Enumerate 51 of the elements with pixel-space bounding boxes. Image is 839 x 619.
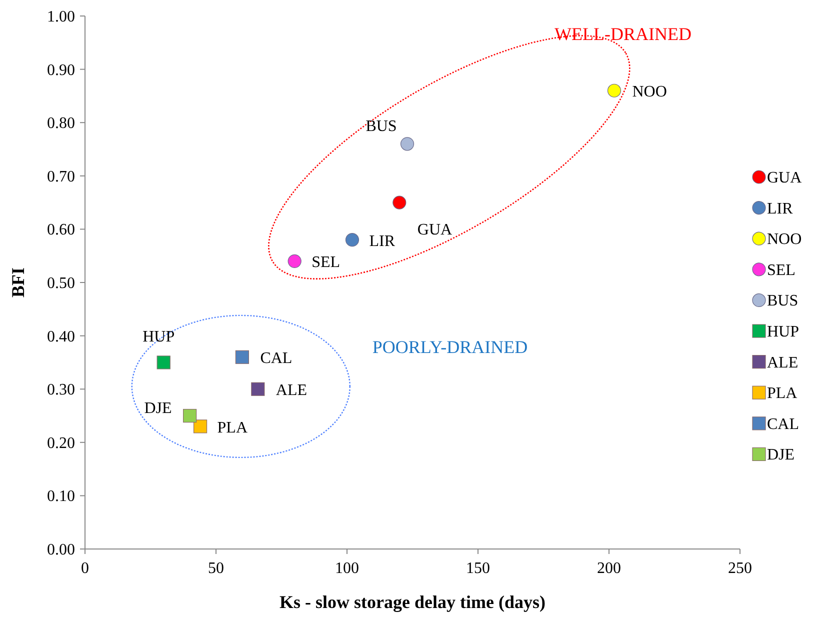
y-tick-label: 1.00 [47,8,75,26]
legend-label: GUA [767,170,802,186]
annotation: WELL-DRAINED [554,24,692,44]
x-tick-label: 200 [597,560,621,577]
point [183,408,197,423]
legend-label: PLA [767,385,798,402]
point [392,196,406,210]
text: DJE [144,400,172,417]
y-tick-label: 0.40 [47,328,75,346]
legend-label: LIR [767,200,794,218]
legend-label: SEL [767,262,796,279]
legend-label: HUP [767,324,800,340]
text: PLA [217,419,248,436]
legend-label: ALE [767,354,798,372]
x-axis-title: Ks - slow storage delay time (days) [280,592,546,612]
point [156,356,170,370]
y-axis-title: BFI [8,267,28,298]
point [193,420,208,434]
y-tick-label: 0.90 [47,62,75,79]
x-tick-label: 50 [208,560,224,577]
point [607,84,622,98]
x-tick-label: 0 [81,560,89,577]
y-tick-label: 0.10 [47,488,75,506]
y-tick-label: 0.80 [47,115,75,132]
legend-label: BUS [767,292,798,310]
text: NOO [632,84,667,101]
text: HUP [142,328,175,346]
point [251,382,265,396]
text: CAL [260,350,292,368]
point [288,254,302,268]
y-tick-label: 0.00 [47,542,75,558]
y-tick-label: 0.50 [47,275,75,292]
y-tick-label: 0.20 [47,434,75,452]
x-tick-label: 100 [335,560,359,577]
y-tick-label: 0.70 [47,168,75,186]
legend-label: NOO [767,231,802,248]
point [400,137,414,151]
x-tick-label: 250 [728,560,752,577]
legend-label: DJE [767,446,795,464]
text: SEL [312,254,340,272]
text: LIR [369,232,396,250]
annotation: POORLY-DRAINED [372,337,528,357]
text: GUA [417,222,452,239]
legend-label: CAL [767,416,799,433]
y-tick-label: 0.60 [47,222,75,239]
point [235,350,249,364]
text: BUS [366,118,397,135]
y-tick-label: 0.30 [47,382,75,399]
text: ALE [276,382,308,400]
x-tick-label: 150 [466,560,490,577]
point [345,233,360,247]
